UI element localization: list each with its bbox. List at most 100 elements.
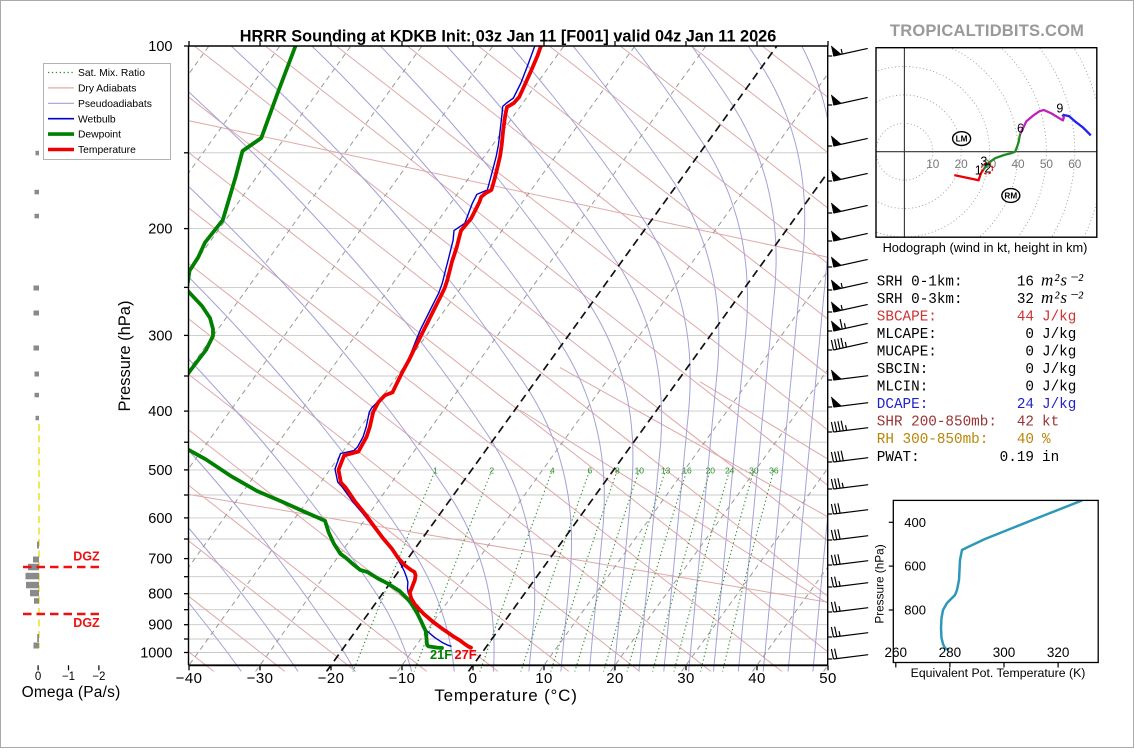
svg-text:SHR 200-850mb:: SHR 200-850mb: [877,415,997,431]
svg-text:8: 8 [615,466,620,476]
svg-text:MLCIN:: MLCIN: [877,380,928,396]
svg-text:0: 0 [1025,327,1034,343]
svg-text:DGZ: DGZ [73,616,100,630]
svg-text:MLCAPE:: MLCAPE: [877,327,937,343]
svg-text:−40: −40 [176,670,203,687]
svg-text:DCAPE:: DCAPE: [877,397,928,413]
svg-text:HRRR Sounding at KDKB Init: 03: HRRR Sounding at KDKB Init: 03z Jan 11 [… [240,28,777,46]
svg-text:Temperature (°C): Temperature (°C) [434,686,577,705]
svg-text:%: % [1042,432,1051,448]
svg-text:0: 0 [1025,362,1034,378]
svg-text:−10: −10 [389,670,416,687]
svg-text:500: 500 [148,463,172,479]
svg-text:600: 600 [148,511,172,527]
svg-text:Temperature: Temperature [78,145,136,156]
svg-text:20: 20 [606,670,624,687]
svg-text:J/kg: J/kg [1042,380,1076,396]
svg-text:30: 30 [677,670,695,687]
svg-text:320: 320 [1047,645,1070,660]
svg-text:600: 600 [904,559,926,574]
svg-text:20: 20 [706,466,716,476]
svg-text:50: 50 [819,670,837,687]
svg-text:0: 0 [1025,380,1034,396]
svg-text:J/kg: J/kg [1042,327,1076,343]
svg-text:m²s⁻²: m²s⁻² [1041,288,1084,307]
svg-text:700: 700 [148,552,172,568]
svg-text:−20: −20 [318,670,345,687]
svg-text:−1: −1 [62,671,75,683]
svg-text:400: 400 [904,515,926,530]
svg-text:100: 100 [148,39,172,55]
svg-text:280: 280 [939,645,962,660]
svg-text:Dewpoint: Dewpoint [78,130,121,141]
svg-text:m²s⁻²: m²s⁻² [1041,270,1084,289]
svg-text:Pressure (hPa): Pressure (hPa) [873,544,887,623]
svg-text:Sat. Mix. Ratio: Sat. Mix. Ratio [78,68,145,79]
svg-text:Equivalent Pot. Temperature (K: Equivalent Pot. Temperature (K) [911,666,1086,680]
svg-text:SBCIN:: SBCIN: [877,362,928,378]
svg-text:16: 16 [1017,274,1034,290]
svg-text:RH 300-850mb:: RH 300-850mb: [877,432,989,448]
svg-text:900: 900 [148,618,172,634]
svg-text:SBCAPE:: SBCAPE: [877,309,937,325]
svg-text:50: 50 [1040,157,1054,171]
svg-text:LM: LM [956,135,968,144]
svg-text:RM: RM [1004,192,1017,201]
svg-text:0: 0 [469,670,478,687]
svg-text:40: 40 [1011,157,1025,171]
svg-text:21F: 21F [430,647,452,662]
svg-text:kt: kt [1042,415,1059,431]
svg-text:300: 300 [148,328,172,344]
svg-text:SRH 0-3km:: SRH 0-3km: [877,292,963,308]
svg-text:10: 10 [535,670,553,687]
svg-text:J/kg: J/kg [1042,362,1076,378]
svg-text:J/kg: J/kg [1042,309,1076,325]
svg-text:10: 10 [926,157,940,171]
svg-text:800: 800 [148,587,172,603]
svg-text:24: 24 [725,466,735,476]
svg-text:30: 30 [749,466,759,476]
svg-text:Wetbulb: Wetbulb [78,114,116,125]
svg-text:32: 32 [1017,292,1034,308]
svg-text:42: 42 [1017,415,1034,431]
svg-text:SRH 0-1km:: SRH 0-1km: [877,274,963,290]
svg-text:60: 60 [1068,157,1082,171]
svg-text:260: 260 [885,645,908,660]
svg-text:300: 300 [993,645,1016,660]
svg-text:J/kg: J/kg [1042,397,1076,413]
svg-text:4: 4 [550,466,555,476]
svg-text:Pressure (hPa): Pressure (hPa) [116,301,134,412]
svg-text:0: 0 [35,671,41,683]
svg-text:40: 40 [1017,432,1034,448]
svg-text:10: 10 [635,466,645,476]
svg-text:27F: 27F [454,647,476,662]
svg-text:TROPICALTIDBITS.COM: TROPICALTIDBITS.COM [890,22,1084,40]
svg-text:in: in [1042,450,1059,466]
svg-text:1000: 1000 [140,646,172,662]
svg-text:0: 0 [1025,345,1034,361]
svg-text:0.19: 0.19 [1000,450,1034,466]
svg-text:Omega (Pa/s): Omega (Pa/s) [22,684,121,701]
svg-text:13: 13 [661,466,671,476]
svg-text:20: 20 [955,157,969,171]
svg-text:J/kg: J/kg [1042,345,1076,361]
svg-text:−2: −2 [92,671,105,683]
svg-text:Pseudoadiabats: Pseudoadiabats [78,99,152,110]
svg-text:PWAT:: PWAT: [877,450,920,466]
svg-text:6: 6 [588,466,593,476]
svg-text:9: 9 [1056,101,1063,115]
svg-text:6: 6 [1017,122,1024,136]
svg-text:Dry Adiabats: Dry Adiabats [78,84,136,95]
svg-text:400: 400 [148,404,172,420]
svg-text:−30: −30 [247,670,274,687]
svg-text:24: 24 [1017,397,1034,413]
svg-text:800: 800 [904,603,926,618]
svg-text:200: 200 [148,222,172,238]
svg-text:44: 44 [1017,309,1034,325]
svg-text:36: 36 [769,466,779,476]
svg-text:3: 3 [980,155,987,169]
svg-text:Hodograph (wind in kt, height: Hodograph (wind in kt, height in km) [883,240,1088,255]
svg-text:1: 1 [433,466,438,476]
svg-text:40: 40 [748,670,766,687]
svg-text:DGZ: DGZ [73,550,100,564]
